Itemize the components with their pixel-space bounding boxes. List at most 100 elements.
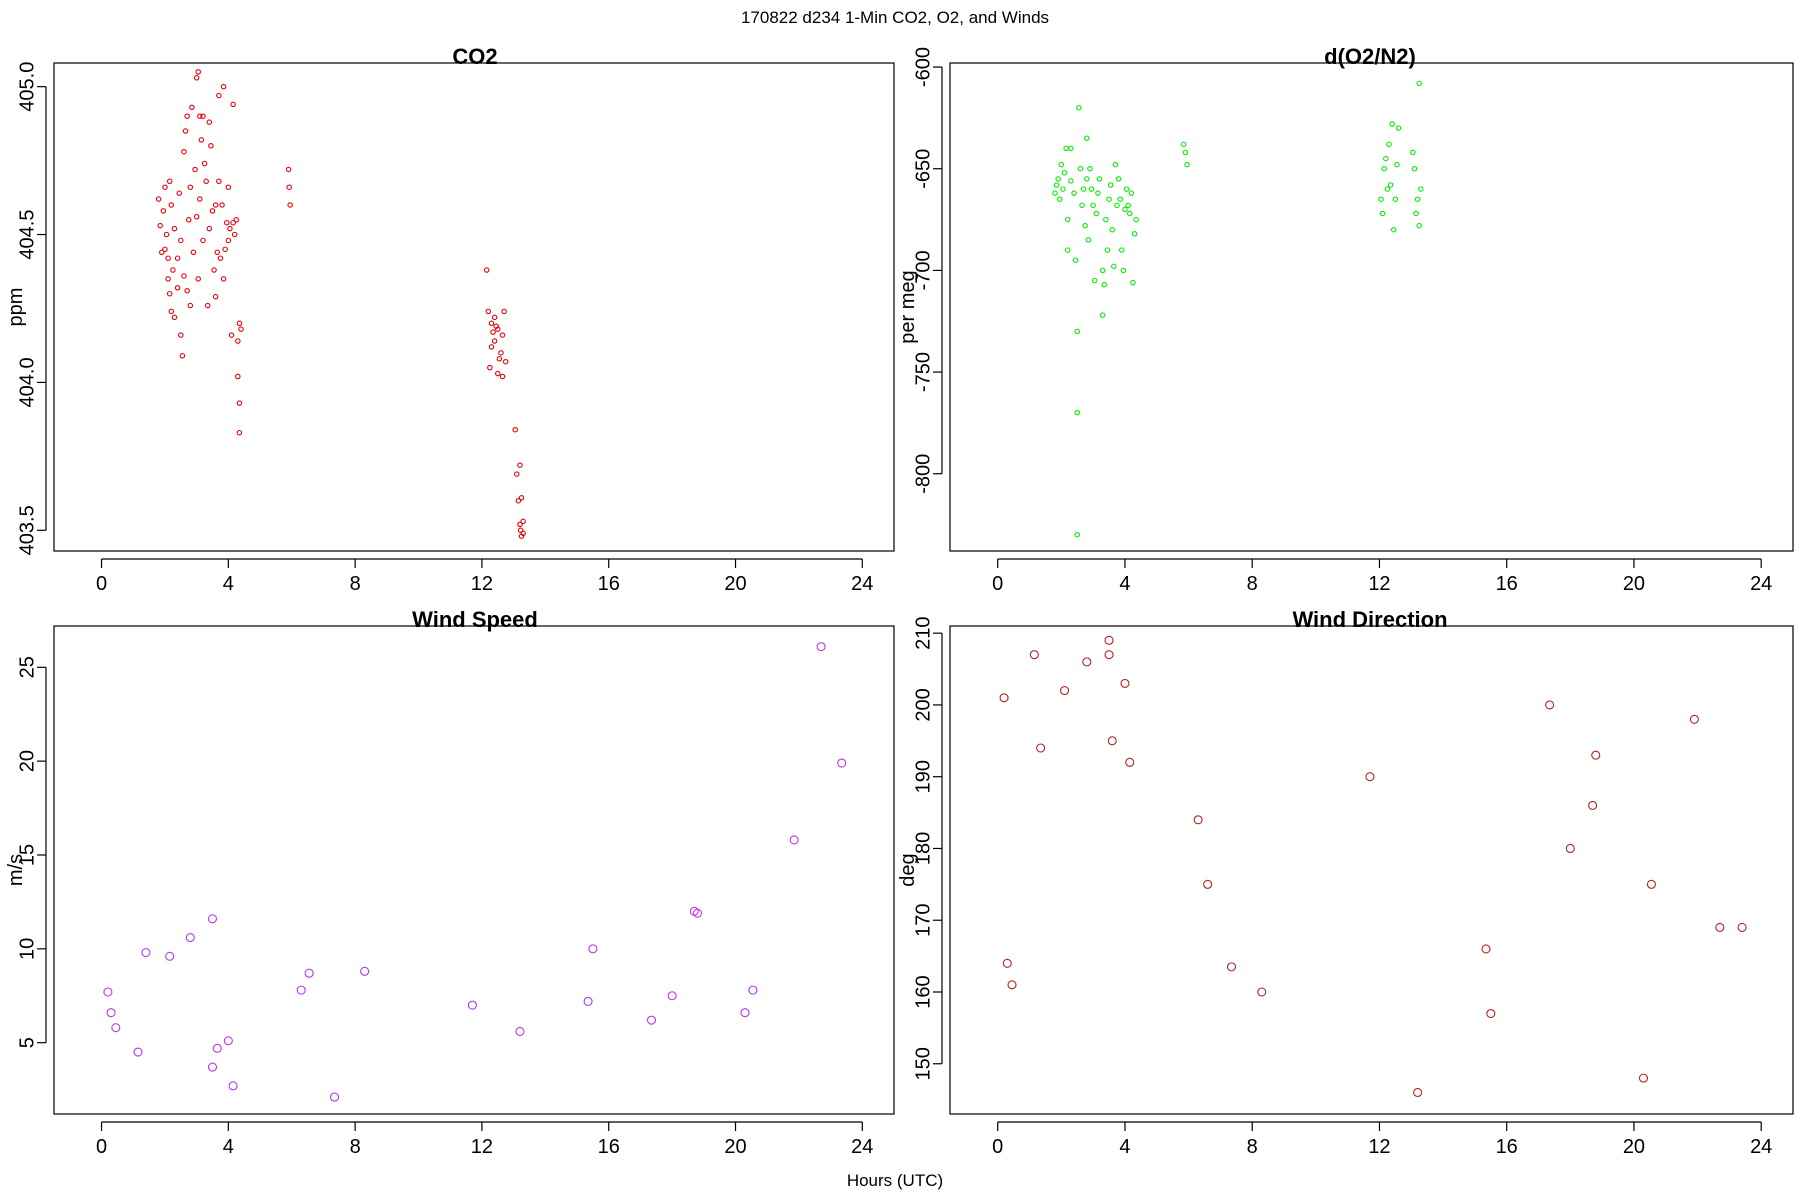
o2-data-point <box>1084 176 1090 182</box>
ws-ylabel: m/s <box>5 854 27 886</box>
wd-x-tick-label: 4 <box>1119 1136 1130 1158</box>
o2-data-point <box>1104 247 1111 253</box>
ws-data-point <box>692 908 703 918</box>
o2-data-point <box>1052 190 1058 196</box>
co2-data-point <box>165 255 171 261</box>
co2-data-point <box>483 267 490 273</box>
co2-data-point <box>174 285 181 291</box>
o2-data-point <box>1064 247 1071 253</box>
wd-y-tick-label: 160 <box>912 975 934 1008</box>
ws-x-tick-label: 24 <box>851 1136 873 1158</box>
o2-data-point <box>1411 165 1418 172</box>
co2-data-point <box>499 332 506 338</box>
co2-y-tick-label: 404.5 <box>16 210 38 260</box>
co2-data-point <box>171 314 178 321</box>
wd-data-point <box>1591 750 1601 760</box>
wd-y-tick-label: 180 <box>912 832 934 865</box>
co2-data-point <box>178 332 184 338</box>
o2-data-point <box>1064 216 1071 223</box>
o2-data-point <box>1114 202 1120 209</box>
wd-data-point <box>999 693 1009 703</box>
o2-data-point <box>1131 231 1138 237</box>
ws-data-point <box>837 758 847 768</box>
o2-data-point <box>1106 196 1112 202</box>
o2-data-point <box>1103 216 1109 223</box>
co2-data-point <box>224 219 230 226</box>
co2-data-point <box>286 184 292 190</box>
wd-data-point <box>1107 736 1117 746</box>
ws-data-point <box>106 1008 116 1018</box>
o2-y-tick-label: -700 <box>912 250 934 290</box>
ws-y-tick-label: 20 <box>16 750 38 772</box>
wd-y-tick-label: 210 <box>912 616 934 649</box>
co2-data-point <box>176 190 182 196</box>
o2-data-point <box>1095 190 1101 196</box>
ws-y-tick-label: 10 <box>16 938 38 960</box>
wd-data-point <box>1007 980 1017 990</box>
o2-data-point <box>1387 182 1394 188</box>
co2-data-point <box>171 225 178 232</box>
co2-data-point <box>185 217 192 223</box>
co2-data-point <box>235 338 241 344</box>
o2-data-point <box>1128 190 1135 196</box>
co2-data-point <box>501 308 507 315</box>
co2-title: CO2 <box>452 44 497 69</box>
co2-data-point <box>236 400 243 406</box>
wd-data-point <box>1545 700 1555 710</box>
ws-x-tick-label: 20 <box>724 1136 746 1158</box>
o2-data-point <box>1055 176 1061 182</box>
wd-x-tick-label: 16 <box>1496 1136 1518 1158</box>
ws-plot-frame <box>53 625 895 1115</box>
co2-data-point <box>517 521 523 528</box>
co2-data-point <box>488 320 495 327</box>
o2-data-point <box>1068 178 1074 184</box>
co2-data-point <box>495 326 501 332</box>
co2-x-tick-label: 24 <box>851 573 873 595</box>
co2-data-point <box>518 495 525 501</box>
co2-data-point <box>496 356 503 362</box>
ws-data-point <box>740 1008 750 1018</box>
co2-data-point <box>225 237 232 244</box>
o2-data-point <box>1053 182 1060 188</box>
ws-y-tick-label: 5 <box>16 1037 38 1048</box>
o2-data-point <box>1068 145 1074 152</box>
co2-data-point <box>179 353 186 359</box>
o2-data-point <box>1085 237 1092 243</box>
o2-data-point <box>1130 279 1136 286</box>
co2-data-point <box>217 255 224 261</box>
co2-data-point <box>490 329 496 335</box>
o2-data-point <box>1394 161 1400 168</box>
wd-y-tick-label: 190 <box>912 760 934 793</box>
o2-data-point <box>1379 210 1386 217</box>
co2-x-tick-label: 20 <box>724 573 746 595</box>
wd-x-tick-label: 24 <box>1750 1136 1772 1158</box>
co2-data-point <box>222 246 228 253</box>
ws-data-point <box>165 951 175 961</box>
o2-title: d(O2/N2) <box>1324 44 1416 69</box>
co2-plot-frame <box>53 62 895 552</box>
co2-data-point <box>212 293 219 300</box>
co2-data-point <box>190 249 197 256</box>
o2-data-point <box>1072 257 1079 263</box>
co2-data-point <box>235 373 241 380</box>
o2-data-point <box>1117 196 1123 202</box>
co2-data-point <box>208 143 214 149</box>
ws-data-point <box>212 1043 222 1053</box>
o2-data-point <box>1082 222 1088 229</box>
wd-x-tick-label: 0 <box>992 1136 1003 1158</box>
co2-data-point <box>233 217 240 223</box>
wd-data-point <box>1486 1008 1496 1019</box>
wd-data-point <box>1413 1087 1423 1098</box>
co2-data-point <box>209 208 216 214</box>
o2-data-point <box>1084 135 1090 141</box>
o2-data-point <box>1386 141 1392 148</box>
wd-data-point <box>1257 987 1267 997</box>
ws-data-point <box>133 1047 143 1057</box>
wd-y-tick-label: 150 <box>912 1047 934 1080</box>
co2-data-point <box>189 104 195 111</box>
wd-data-point <box>1125 757 1135 767</box>
o2-x-tick-label: 8 <box>1247 573 1258 595</box>
ws-x-tick-label: 12 <box>471 1136 493 1158</box>
co2-data-point <box>491 338 498 344</box>
ws-data-point <box>111 1023 121 1033</box>
